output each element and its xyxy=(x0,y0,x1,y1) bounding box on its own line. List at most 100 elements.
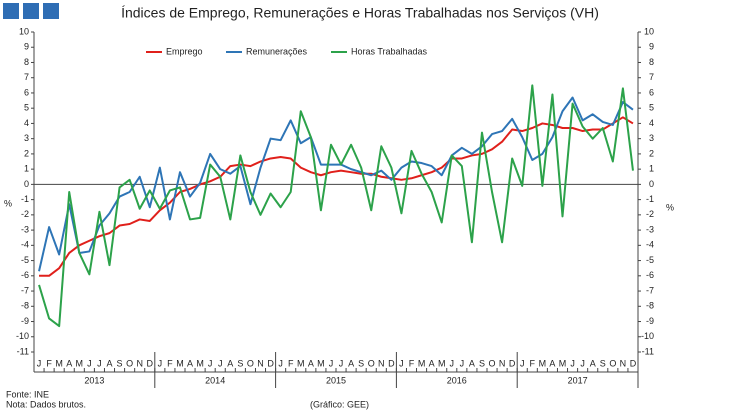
x-tick-label: J xyxy=(570,358,575,368)
x-tick-label: J xyxy=(460,358,465,368)
x-tick-label: A xyxy=(227,358,233,368)
x-tick-label: S xyxy=(479,358,485,368)
legend-label: Emprego xyxy=(166,46,203,56)
y2-tick-label: -10 xyxy=(641,331,654,341)
year-label: 2014 xyxy=(205,375,225,385)
x-tick-label: J xyxy=(278,358,283,368)
x-tick-label: J xyxy=(339,358,344,368)
y-tick-label: 3 xyxy=(24,133,29,143)
y2-tick-label: 8 xyxy=(649,57,654,67)
y-axis-label: % xyxy=(4,198,12,208)
y-tick-label: -1 xyxy=(21,194,29,204)
x-tick-label: M xyxy=(196,358,204,368)
x-tick-label: M xyxy=(297,358,305,368)
x-tick-label: M xyxy=(559,358,567,368)
x-tick-label: F xyxy=(409,358,415,368)
x-tick-label: F xyxy=(288,358,294,368)
x-tick-label: D xyxy=(267,358,274,368)
y2-tick-label: 3 xyxy=(649,133,654,143)
y-tick-label: 7 xyxy=(24,72,29,82)
x-tick-label: M xyxy=(55,358,63,368)
x-tick-label: A xyxy=(308,358,314,368)
x-tick-label: J xyxy=(399,358,404,368)
y2-tick-label: -9 xyxy=(646,316,654,326)
y2-tick-label: 0 xyxy=(649,179,654,189)
series-line xyxy=(38,96,634,272)
logo-square xyxy=(3,3,19,19)
x-tick-label: F xyxy=(530,358,536,368)
year-label: 2013 xyxy=(84,375,104,385)
x-tick-label: D xyxy=(509,358,516,368)
y2-tick-label: 10 xyxy=(644,26,654,36)
y-tick-label: 5 xyxy=(24,103,29,113)
x-tick-label: N xyxy=(499,358,506,368)
x-tick-label: D xyxy=(147,358,154,368)
year-label: 2017 xyxy=(568,375,588,385)
y-tick-label: 10 xyxy=(19,26,29,36)
x-tick-label: J xyxy=(329,358,334,368)
y-tick-label: -3 xyxy=(21,224,29,234)
y2-tick-label: 7 xyxy=(649,72,654,82)
x-tick-label: A xyxy=(66,358,72,368)
x-tick-label: N xyxy=(136,358,143,368)
legend-label: Remunerações xyxy=(246,46,308,56)
y2-tick-label: -11 xyxy=(642,346,654,356)
x-tick-label: M xyxy=(438,358,446,368)
y2-tick-label: 1 xyxy=(649,164,654,174)
year-label: 2015 xyxy=(326,375,346,385)
x-tick-label: J xyxy=(218,358,223,368)
source: Fonte: INE xyxy=(6,389,49,399)
x-tick-label: S xyxy=(600,358,606,368)
y-tick-label: -10 xyxy=(16,331,29,341)
series-line xyxy=(38,84,634,328)
x-tick-label: D xyxy=(388,358,395,368)
x-tick-label: J xyxy=(87,358,92,368)
y-tick-label: -4 xyxy=(21,240,29,250)
x-tick-label: A xyxy=(590,358,596,368)
y2-tick-label: 5 xyxy=(649,103,654,113)
y-tick-label: 4 xyxy=(24,118,29,128)
logo-square xyxy=(43,3,59,19)
logo-square xyxy=(23,3,39,19)
y2-tick-label: 9 xyxy=(649,42,654,52)
x-tick-label: A xyxy=(549,358,555,368)
x-tick-label: J xyxy=(450,358,455,368)
x-tick-label: N xyxy=(620,358,627,368)
x-tick-label: M xyxy=(317,358,325,368)
y2-tick-label: -1 xyxy=(646,194,654,204)
y-tick-label: -11 xyxy=(17,346,29,356)
y-tick-label: -9 xyxy=(21,316,29,326)
y-tick-label: -8 xyxy=(21,301,29,311)
y-tick-label: 9 xyxy=(24,42,29,52)
y2-tick-label: 2 xyxy=(649,148,654,158)
x-tick-label: J xyxy=(97,358,102,368)
x-tick-label: N xyxy=(378,358,385,368)
y-tick-label: 2 xyxy=(24,148,29,158)
x-tick-label: A xyxy=(348,358,354,368)
x-tick-label: S xyxy=(237,358,243,368)
y2-tick-label: -7 xyxy=(646,285,654,295)
y-tick-label: -7 xyxy=(21,285,29,295)
y2-tick-label: -8 xyxy=(646,301,654,311)
x-tick-label: O xyxy=(247,358,254,368)
x-tick-label: O xyxy=(489,358,496,368)
x-tick-label: O xyxy=(126,358,133,368)
x-tick-label: N xyxy=(257,358,264,368)
credit: (Gráfico: GEE) xyxy=(310,399,369,409)
y2-tick-label: 4 xyxy=(649,118,654,128)
x-tick-label: J xyxy=(208,358,213,368)
x-tick-label: A xyxy=(106,358,112,368)
y2-tick-label: -4 xyxy=(646,240,654,250)
x-tick-label: F xyxy=(167,358,173,368)
x-tick-label: J xyxy=(580,358,585,368)
x-tick-label: J xyxy=(37,358,42,368)
x-tick-label: S xyxy=(117,358,123,368)
x-tick-label: F xyxy=(46,358,52,368)
y-tick-label: -5 xyxy=(21,255,29,265)
x-tick-label: A xyxy=(469,358,475,368)
y2-tick-label: -6 xyxy=(646,270,654,280)
legend-label: Horas Trabalhadas xyxy=(351,46,428,56)
y2-tick-label: -5 xyxy=(646,255,654,265)
